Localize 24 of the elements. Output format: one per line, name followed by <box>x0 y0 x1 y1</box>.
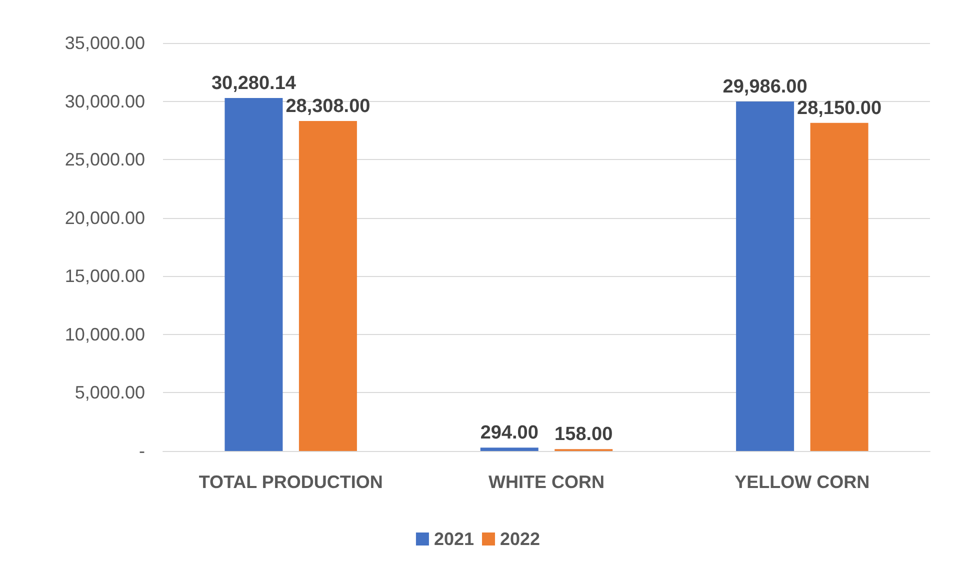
y-tick-label: 5,000.00 <box>74 382 145 403</box>
data-label: 294.00 <box>480 422 538 444</box>
x-tick-label: TOTAL PRODUCTION <box>198 472 383 492</box>
data-label: 29,986.00 <box>722 76 808 98</box>
y-tick-label: - <box>139 441 145 461</box>
data-label: 30,280.14 <box>211 73 296 94</box>
x-tick-label: WHITE CORN <box>488 472 604 492</box>
bar <box>480 448 538 451</box>
y-tick-label: 10,000.00 <box>64 324 145 344</box>
bar <box>810 122 868 451</box>
data-label: 158.00 <box>554 424 613 446</box>
legend-label: 2022 <box>500 529 540 549</box>
legend-label: 2021 <box>434 529 474 549</box>
y-tick-label: 35,000.00 <box>64 33 145 53</box>
y-tick-label: 25,000.00 <box>64 150 145 170</box>
data-label: 28,150.00 <box>797 98 882 119</box>
bar <box>736 101 794 451</box>
x-tick-label: YELLOW CORN <box>734 472 870 492</box>
y-tick-label: 20,000.00 <box>64 208 145 228</box>
data-label: 28,308.00 <box>286 96 370 118</box>
bar <box>298 121 357 451</box>
y-tick-label: 15,000.00 <box>64 266 145 286</box>
bar <box>224 98 283 451</box>
y-tick-label: 30,000.00 <box>64 91 145 112</box>
